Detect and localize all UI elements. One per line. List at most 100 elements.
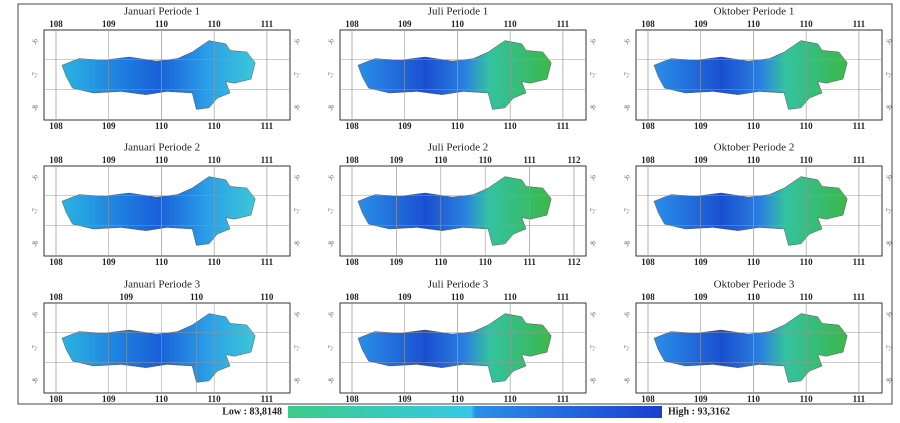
lat-tick-label: -6: [294, 175, 302, 181]
lat-tick-label: -6: [32, 312, 40, 318]
lon-tick-label: 110: [208, 19, 222, 29]
lat-tick-label: -8: [590, 105, 598, 111]
lon-tick-label: 110: [155, 19, 169, 29]
map-title: Januari Periode 3: [124, 279, 201, 291]
lon-tick-label: 109: [694, 155, 708, 165]
lat-tick-label: -6: [886, 175, 894, 181]
lon-tick-label: 109: [102, 394, 116, 404]
lat-tick-label: -6: [624, 39, 632, 45]
map-title: Juli Periode 1: [428, 6, 489, 18]
lat-tick-label: -7: [590, 345, 598, 351]
lat-tick-label: -6: [328, 312, 336, 318]
lon-tick-label: 110: [479, 155, 493, 165]
lat-tick-label: -8: [886, 241, 894, 247]
lon-tick-label: 108: [641, 19, 655, 29]
lat-tick-label: -7: [624, 72, 632, 78]
lon-tick-label: 110: [190, 292, 204, 302]
province-shape: [653, 176, 848, 246]
province-shape: [357, 176, 552, 246]
map-frame: [339, 302, 587, 394]
province-shape: [653, 313, 848, 383]
lon-tick-label: 108: [641, 292, 655, 302]
lon-tick-label: 112: [567, 257, 581, 267]
lat-tick-label: -7: [328, 72, 336, 78]
legend-bar: [288, 406, 662, 418]
province-shape: [357, 40, 552, 110]
lon-tick-label: 110: [504, 19, 518, 29]
lon-tick-label: 110: [747, 257, 761, 267]
lat-tick-label: -7: [294, 345, 302, 351]
lat-tick-label: -7: [886, 345, 894, 351]
lon-tick-label: 111: [557, 292, 570, 302]
lon-tick-label: 111: [261, 121, 274, 131]
lat-tick-label: -8: [32, 105, 40, 111]
lon-tick-label: 109: [694, 121, 708, 131]
lon-tick-label: 110: [800, 257, 814, 267]
lon-tick-label: 108: [49, 155, 63, 165]
lat-tick-label: -6: [328, 175, 336, 181]
lon-tick-label: 108: [345, 394, 359, 404]
map-panel: Juli Periode 1 108 109 110 110 111 108 109 110 11…: [328, 6, 598, 132]
lon-tick-label: 108: [49, 19, 63, 29]
lon-tick-label: 110: [800, 121, 814, 131]
map-title: Oktober Periode 2: [714, 142, 795, 154]
map-panel: Oktober Periode 3 108 109 110 110 111 108 109 11…: [624, 279, 894, 405]
lat-tick-label: -6: [624, 175, 632, 181]
lon-tick-label: 110: [155, 257, 169, 267]
lon-tick-label: 109: [102, 155, 116, 165]
lon-tick-label: 109: [390, 257, 404, 267]
lon-tick-label: 108: [345, 257, 359, 267]
map-frame: [635, 302, 883, 394]
map-title: Juli Periode 2: [428, 142, 489, 154]
map-title: Januari Periode 2: [124, 142, 200, 154]
map-frame: [339, 29, 587, 121]
lon-tick-label: 111: [523, 257, 536, 267]
lon-tick-label: 110: [747, 121, 761, 131]
province-shape: [61, 40, 256, 110]
lon-tick-label: 110: [504, 292, 518, 302]
legend-low: Low : 83,8148: [222, 406, 282, 417]
lat-tick-label: -6: [328, 39, 336, 45]
lat-tick-label: -6: [590, 39, 598, 45]
lon-tick-label: 109: [398, 394, 412, 404]
lon-tick-label: 111: [853, 19, 866, 29]
lon-tick-label: 108: [49, 292, 63, 302]
province-shape: [653, 40, 848, 110]
map-frame: [43, 165, 291, 257]
lat-tick-label: -7: [328, 208, 336, 214]
lon-tick-label: 109: [398, 121, 412, 131]
lon-tick-label: 111: [261, 155, 274, 165]
map-frame: [339, 165, 587, 257]
lon-tick-label: 111: [557, 394, 570, 404]
lat-tick-label: -6: [590, 175, 598, 181]
lon-tick-label: 111: [261, 394, 274, 404]
map-panel: Juli Periode 2 108 109 110 110 111 112 108 109 11…: [328, 142, 598, 268]
lon-tick-label: 112: [567, 155, 581, 165]
lon-tick-label: 108: [345, 292, 359, 302]
lon-tick-label: 109: [390, 155, 404, 165]
lon-tick-label: 111: [261, 19, 274, 29]
lon-tick-label: 109: [398, 19, 412, 29]
lat-tick-label: -6: [294, 39, 302, 45]
province-shape: [61, 176, 256, 246]
lat-tick-label: -8: [590, 378, 598, 384]
lat-tick-label: -8: [624, 105, 632, 111]
lon-tick-label: 109: [102, 121, 116, 131]
lon-tick-label: 111: [261, 257, 274, 267]
lat-tick-label: -8: [624, 378, 632, 384]
lon-tick-label: 110: [800, 155, 814, 165]
lat-tick-label: -8: [590, 241, 598, 247]
lat-tick-label: -6: [886, 312, 894, 318]
map-panel: Oktober Periode 2 108 109 110 110 111 108 109 11…: [624, 142, 894, 268]
lon-tick-label: 110: [800, 19, 814, 29]
lat-tick-label: -6: [624, 312, 632, 318]
lon-tick-label: 111: [853, 257, 866, 267]
lat-tick-label: -7: [294, 72, 302, 78]
map-panel: Januari Periode 3 108 109 110 110 108 109 110 11…: [32, 279, 302, 405]
lat-tick-label: -6: [294, 312, 302, 318]
lat-tick-label: -8: [624, 241, 632, 247]
lon-tick-label: 109: [694, 257, 708, 267]
lat-tick-label: -8: [294, 378, 302, 384]
lat-tick-label: -7: [32, 208, 40, 214]
lon-tick-label: 110: [208, 121, 222, 131]
